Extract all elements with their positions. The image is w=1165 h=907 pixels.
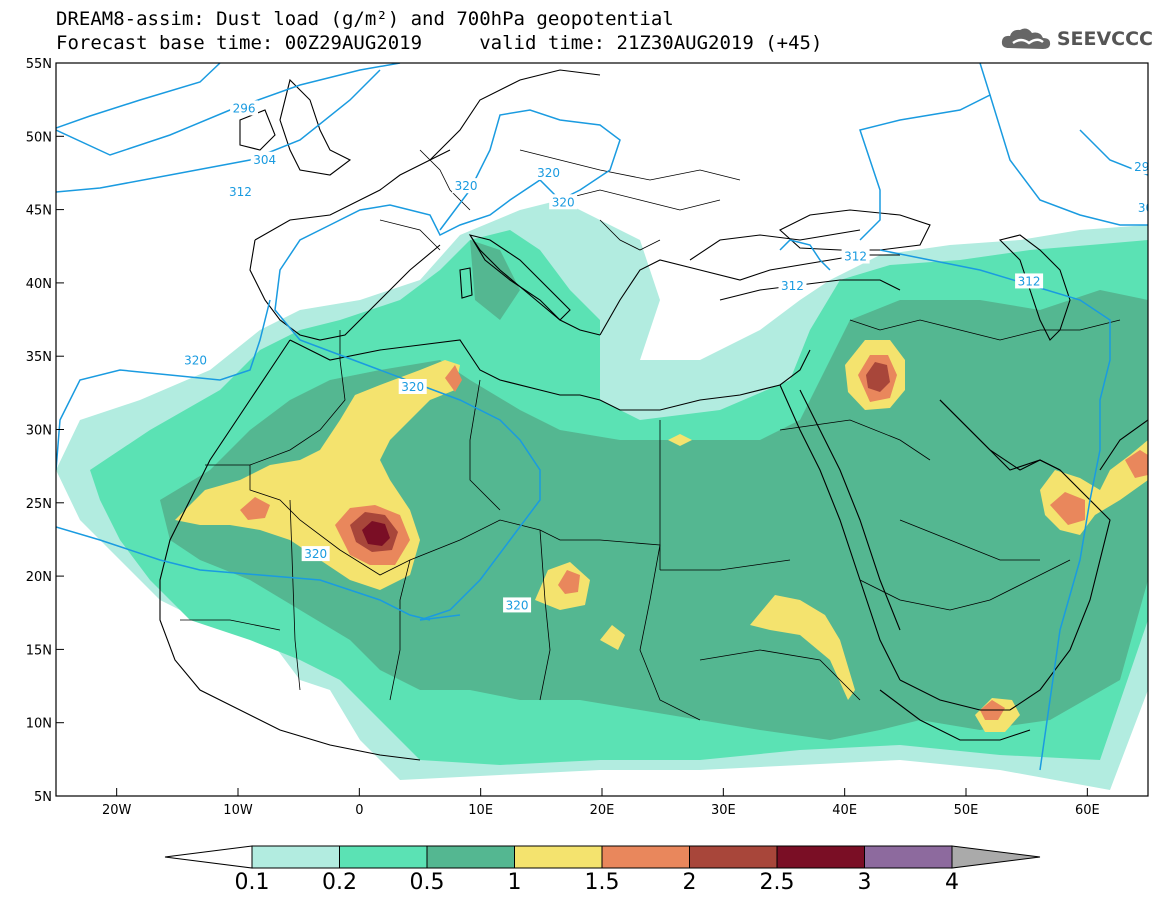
contour-label: 320 [552, 195, 575, 209]
forecast-time-subtitle: Forecast base time: 00Z29AUG2019 valid t… [56, 32, 823, 54]
contour-label: 320 [184, 354, 207, 368]
dust-load-fields [56, 200, 1148, 790]
contour-label: 320 [401, 380, 424, 394]
colorbar-segment [776, 845, 865, 869]
dust-area-extreme [866, 362, 890, 392]
colorbar-label: 3 [857, 870, 872, 895]
dust-area-very-high [1125, 450, 1148, 478]
contour-label: 320 [455, 179, 478, 193]
contour-label: 312 [844, 250, 867, 264]
dust-area-very-high [558, 570, 580, 594]
latitude-axis: 55N 50N 45N 40N 35N 30N 25N 20N 15N 10N 5N [26, 57, 64, 805]
contour-label: 320 [304, 547, 327, 561]
colorbar-segment [339, 845, 428, 869]
lon-tick-label: 20E [590, 803, 615, 818]
logo-text: SEEVCCC [1056, 28, 1153, 50]
lat-tick-label: 20N [26, 570, 52, 585]
colorbar-label: 1 [507, 870, 522, 895]
lon-tick-label: 60E [1075, 803, 1100, 818]
contour-label-bg [452, 178, 481, 194]
seevccc-logo: SEEVCCC [999, 26, 1153, 52]
colorbar-segment [426, 845, 515, 869]
contour-label-bg [230, 100, 259, 116]
colorbar-segment [864, 845, 953, 869]
cloud-icon [1001, 28, 1050, 49]
colorbar-label: 0.1 [234, 870, 270, 895]
colorbar-label: 2.5 [759, 870, 795, 895]
lat-tick-label: 30N [26, 424, 52, 439]
contour-label-bg [778, 277, 807, 293]
contour-label-bg [1131, 159, 1148, 175]
lat-tick-label: 55N [26, 57, 52, 72]
colorbar-segment [689, 845, 778, 869]
dust-area-very-high [445, 365, 462, 392]
lat-tick-label: 5N [34, 790, 52, 805]
lon-tick-label: 20W [102, 803, 132, 818]
colorbar-max-arrow [951, 845, 1041, 869]
contour-label-bg [181, 352, 210, 368]
lon-tick-label: 40E [832, 803, 857, 818]
dust-area-max [362, 521, 390, 546]
dust-area-high [750, 595, 855, 700]
colorbar-label: 0.2 [322, 870, 357, 895]
contour-label: 312 [1018, 274, 1041, 288]
contour-label: 296 [1134, 160, 1157, 174]
lat-tick-label: 40N [26, 277, 52, 292]
lon-tick-label: 10E [468, 803, 493, 818]
colorbar-min-arrow [164, 845, 253, 869]
dust-area-high [600, 625, 625, 650]
dust-area-moderate [470, 240, 520, 320]
lon-tick-label: 30E [711, 803, 736, 818]
contour-label-bg [1015, 273, 1044, 289]
country-borders [180, 149, 1121, 721]
colorbar-label: 0.5 [409, 870, 445, 895]
contour-label: 30 [1138, 201, 1153, 215]
contour-label: 320 [506, 598, 529, 612]
contour-label: 312 [229, 185, 252, 199]
contour-label-bg [226, 184, 255, 200]
contour-label-bg [398, 378, 427, 394]
contour-labels: 296 304 312 320 320 320 312 312 312 296 30 320 320 32… [181, 100, 1157, 613]
dust-area-very-high [1050, 492, 1085, 525]
dust-area-very-high [240, 497, 270, 520]
colorbar-label: 1.5 [584, 870, 620, 895]
contour-label: 304 [253, 153, 276, 167]
contour-label-bg [841, 248, 870, 264]
contour-label-bg [534, 164, 563, 180]
colorbar-segment [251, 845, 340, 869]
dust-area-high [668, 434, 692, 446]
contour-label-bg [301, 546, 330, 562]
lon-tick-label: 50E [954, 803, 979, 818]
colorbar-label: 4 [945, 870, 959, 895]
lat-tick-label: 35N [26, 350, 52, 365]
lat-tick-label: 25N [26, 497, 52, 512]
lat-tick-label: 50N [26, 130, 52, 145]
lat-tick-label: 45N [26, 204, 52, 219]
colorbar-segment [514, 845, 603, 869]
contour-label-bg [549, 194, 578, 210]
map-title: DREAM8-assim: Dust load (g/m²) and 700hP… [56, 8, 674, 30]
contour-label: 296 [233, 101, 256, 115]
colorbar [164, 845, 1041, 869]
longitude-axis: 20W 10W 0 10E 20E 30E 40E 50E 60E [102, 788, 1100, 818]
contour-label: 312 [781, 279, 804, 293]
lat-tick-label: 15N [26, 643, 52, 658]
contour-label-bg [1135, 200, 1148, 216]
lat-tick-label: 10N [26, 717, 52, 732]
colorbar-segment [601, 845, 690, 869]
lon-tick-label: 10W [223, 803, 253, 818]
colorbar-label: 2 [682, 870, 697, 895]
contour-label-bg [250, 151, 279, 167]
lon-tick-label: 0 [355, 803, 363, 818]
contour-label: 320 [537, 166, 560, 180]
contour-label-bg [503, 597, 532, 613]
